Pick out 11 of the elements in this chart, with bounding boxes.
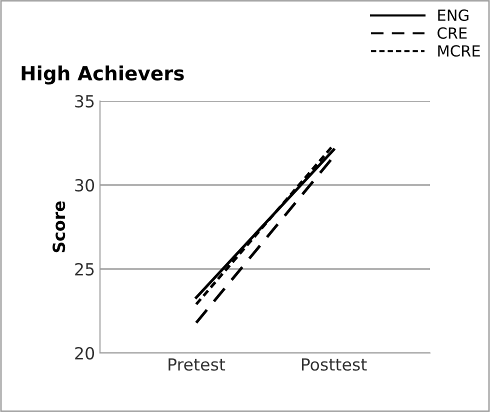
x-tick-label: Pretest <box>168 358 226 371</box>
legend-label: CRE <box>438 27 467 39</box>
legend-label: MCRE <box>438 45 480 57</box>
y-tick-label: 35 <box>75 94 94 108</box>
legend-label: ENG <box>438 9 468 21</box>
y-axis-title: Score <box>52 201 66 252</box>
y-tick-label: 20 <box>75 346 94 360</box>
x-tick-label: Posttest <box>302 358 367 371</box>
y-tick-label: 30 <box>75 178 94 192</box>
chart-title: High Achievers <box>22 66 184 84</box>
y-tick-label: 25 <box>75 262 94 276</box>
